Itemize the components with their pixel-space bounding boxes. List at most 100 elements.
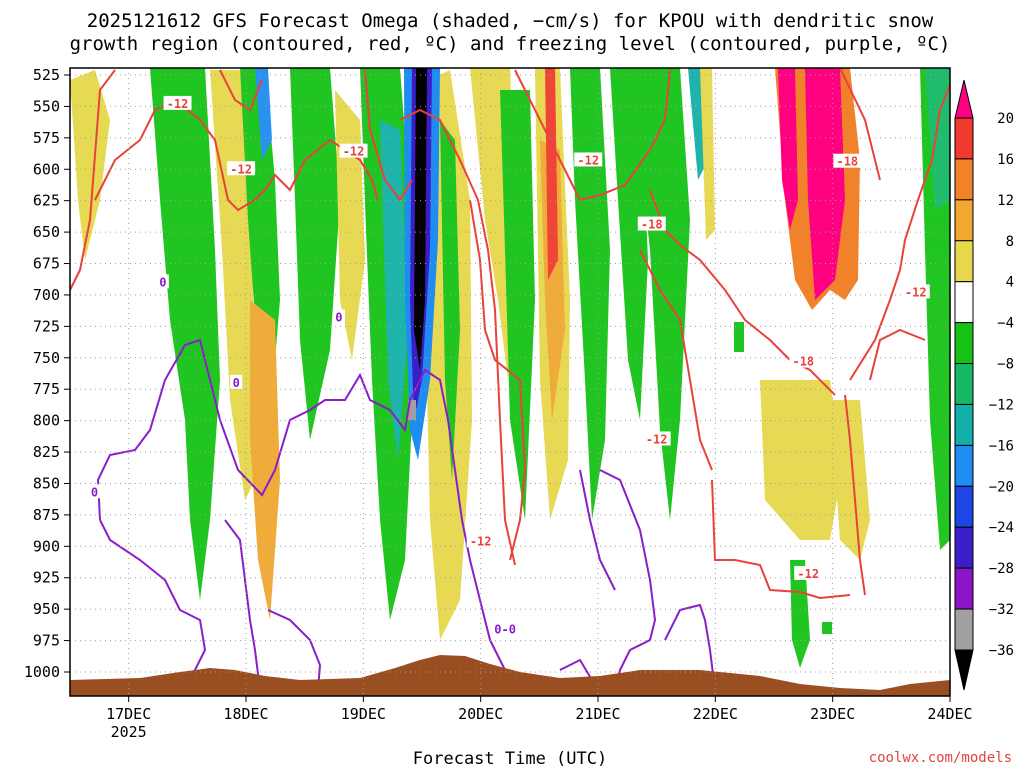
freezing-contour-line: [599, 469, 657, 691]
colorbar-label: 4: [1006, 275, 1014, 291]
colorbar-segment: [954, 322, 974, 365]
contour-label: -18: [792, 355, 814, 369]
terrain: [70, 655, 950, 696]
colorbar-segment: [954, 567, 974, 610]
x-tick-label: 20DEC: [458, 705, 503, 723]
y-tick-label: 850: [33, 474, 60, 492]
dgz-contour-line: [844, 394, 866, 596]
colorbar-label: −12: [989, 397, 1014, 413]
colorbar: 20 16 12 8 4 −4 −8 −12 −16 −20 −24 −28 −32 −36: [954, 79, 1014, 691]
y-tick-label: 775: [33, 380, 60, 398]
colorbar-segment: [954, 403, 974, 446]
x-tick-label: 17DEC: [106, 705, 151, 723]
y-tick-label: 600: [33, 160, 60, 178]
contour-labels: -12 -12 -12 -12 -18 -18 -12 -18 -12 -12 -12 0 0 0 0 0-0: [88, 95, 930, 636]
colorbar-segment: [954, 281, 974, 324]
colorbar-segment: [954, 526, 974, 569]
colorbar-label: −4: [997, 316, 1014, 332]
contour-label-bg: [163, 95, 192, 110]
y-tick-label: 525: [33, 66, 60, 84]
contour-label-bg: [332, 309, 345, 324]
contour-label: 0: [233, 376, 240, 390]
contour-label: -12: [343, 145, 365, 159]
contour-label-bg: [637, 216, 666, 231]
contour-label-bg: [794, 565, 823, 580]
x-tick-label: 21DEC: [575, 705, 620, 723]
colorbar-label: −24: [989, 520, 1014, 536]
contour-label: -12: [797, 567, 819, 581]
x-tick-label: 19DEC: [341, 705, 386, 723]
contour-label-bg: [466, 533, 495, 548]
contour-label-bg: [491, 621, 520, 636]
freezing-contour-line: [579, 469, 616, 591]
credit-text: coolwx.com/models: [869, 750, 1012, 766]
contour-label-bg: [833, 153, 862, 168]
contour-label-bg: [574, 152, 603, 167]
x-axis-title: Forecast Time (UTC): [413, 749, 607, 768]
contour-label-bg: [88, 484, 101, 499]
omega-streak: [380, 120, 408, 460]
y-tick-label: 625: [33, 192, 60, 210]
x-tick-label: 18DEC: [223, 705, 268, 723]
dgz-contour-line: [219, 69, 263, 112]
contour-label: 0: [335, 311, 342, 325]
y-tick-label: 800: [33, 412, 60, 430]
omega-streak: [255, 68, 272, 160]
y-tick-label: 1000: [24, 663, 60, 681]
contour-label-bg: [230, 374, 243, 389]
omega-streak: [545, 68, 558, 280]
omega-streak: [500, 90, 535, 520]
chart-title-line1: 2025121612 GFS Forecast Omega (shaded, −…: [87, 10, 934, 32]
freezing-contours: [96, 338, 716, 691]
omega-descent-core: [778, 68, 798, 230]
omega-streak: [290, 68, 340, 440]
omega-streak: [150, 68, 220, 600]
colorbar-label: 16: [997, 152, 1014, 168]
omega-streak: [760, 380, 842, 540]
y-tick-label: 900: [33, 537, 60, 555]
dgz-contour-line: [514, 69, 671, 202]
y-tick-label: 725: [33, 317, 60, 335]
dgz-contour-line: [639, 249, 713, 471]
omega-shading: [70, 68, 950, 668]
colorbar-segment: [954, 117, 974, 160]
colorbar-segment: [954, 158, 974, 201]
freezing-contour-line: [267, 609, 322, 691]
colorbar-label: 12: [997, 193, 1014, 209]
y-tick-label: 575: [33, 129, 60, 147]
omega-streak: [734, 322, 744, 352]
colorbar-label: −28: [989, 561, 1014, 577]
y-tick-label: 650: [33, 223, 60, 241]
dgz-contour-line: [469, 199, 527, 561]
colorbar-segment: [954, 199, 974, 242]
omega-streak: [822, 622, 832, 634]
contour-label: -12: [470, 534, 492, 548]
colorbar-segment: [954, 444, 974, 487]
omega-streak: [540, 140, 565, 420]
omega-lift-column: [414, 68, 427, 370]
contour-label: 0: [91, 485, 98, 499]
omega-descent-core: [805, 68, 845, 300]
contour-label-bg: [227, 161, 256, 176]
omega-streak: [440, 120, 460, 480]
colorbar-label: −32: [989, 602, 1014, 618]
dgz-contour-line: [399, 108, 516, 566]
contour-label: -18: [836, 155, 858, 169]
omega-streak: [570, 68, 610, 520]
grid: [70, 68, 951, 696]
omega-streak: [610, 68, 648, 420]
contour-label: -12: [230, 162, 252, 176]
y-tick-label: 550: [33, 97, 60, 115]
x-tick-label: 24DEC: [927, 705, 972, 723]
contour-label-bg: [901, 284, 930, 299]
colorbar-segment: [954, 363, 974, 405]
colorbar-segment: [954, 240, 974, 283]
y-tick-label: 950: [33, 600, 60, 618]
y-axis: 525 550 575 600 625 650 675 700 725 750 775 800 825 8…: [24, 66, 70, 681]
colorbar-segment: [954, 608, 974, 651]
contour-label-bg: [642, 431, 671, 446]
contour-label: 0-0: [494, 622, 516, 636]
contour-label: -12: [646, 432, 668, 446]
x-tick-sublabel: 2025: [111, 723, 147, 741]
